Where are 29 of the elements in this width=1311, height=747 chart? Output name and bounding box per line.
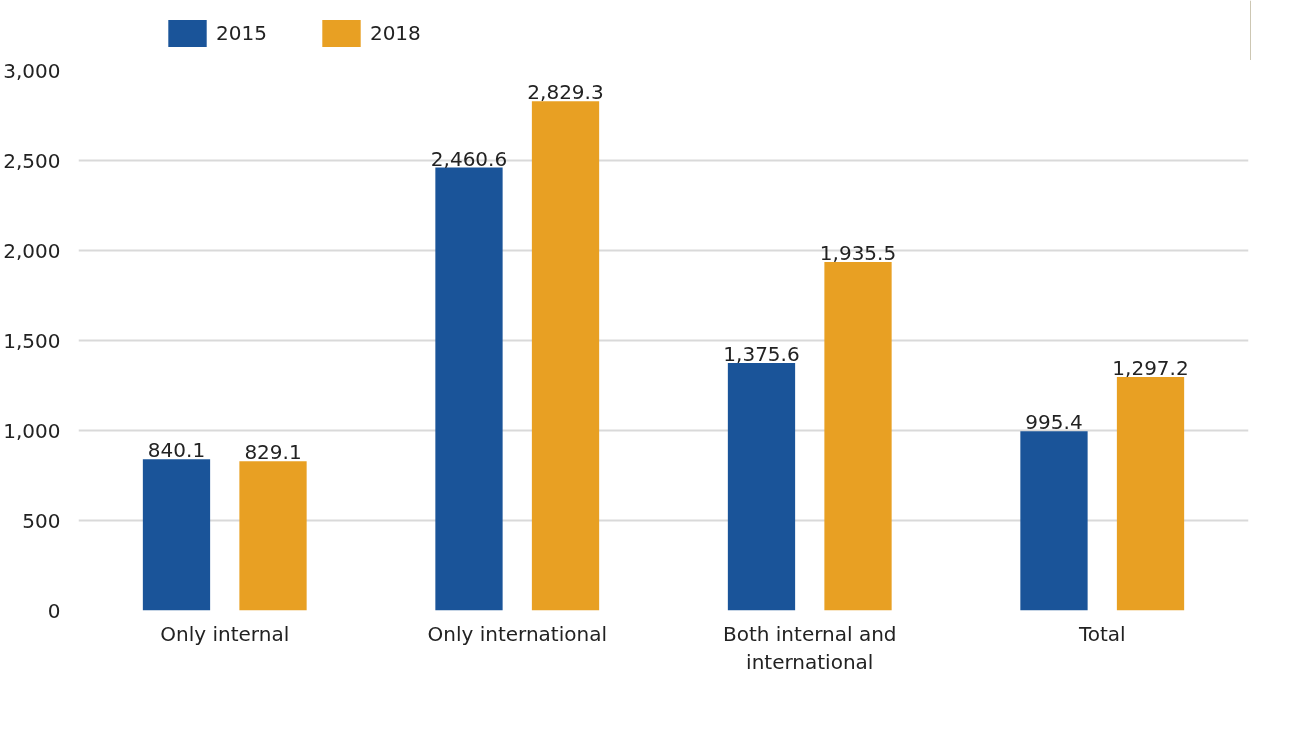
y-tick-label: 0	[47, 598, 61, 623]
data-label: 1,935.5	[819, 241, 897, 266]
bar	[1116, 377, 1185, 611]
bar	[727, 362, 796, 611]
x-tick-label: Only international	[427, 621, 607, 646]
x-tick-label: Total	[1077, 621, 1126, 646]
y-tick-label: 2,000	[3, 238, 61, 263]
bar	[824, 262, 892, 611]
y-tick-label: 3,000	[3, 58, 61, 83]
legend-label: 2015	[216, 21, 267, 45]
data-label: 1,297.2	[1112, 356, 1189, 380]
bar	[435, 167, 503, 611]
bar	[239, 461, 307, 611]
y-tick-label: 2,500	[3, 148, 61, 173]
y-tick-label: 1,500	[3, 328, 61, 353]
x-tick-label: Only internal	[160, 621, 290, 646]
data-label: 829.1	[244, 440, 302, 465]
y-tick-label: 500	[22, 508, 61, 533]
data-label: 840.1	[147, 438, 206, 463]
data-label: 995.4	[1025, 410, 1083, 435]
data-label: 2,829.3	[527, 80, 604, 105]
y-tick-label: 1,000	[3, 418, 61, 443]
bar	[531, 101, 600, 611]
bar	[1020, 431, 1088, 611]
bar	[142, 459, 211, 611]
data-label: 1,375.6	[723, 341, 800, 366]
x-tick-label: Both internal and international	[722, 621, 897, 675]
legend-label: 2018	[369, 21, 421, 45]
data-label: 2,460.6	[430, 146, 508, 171]
